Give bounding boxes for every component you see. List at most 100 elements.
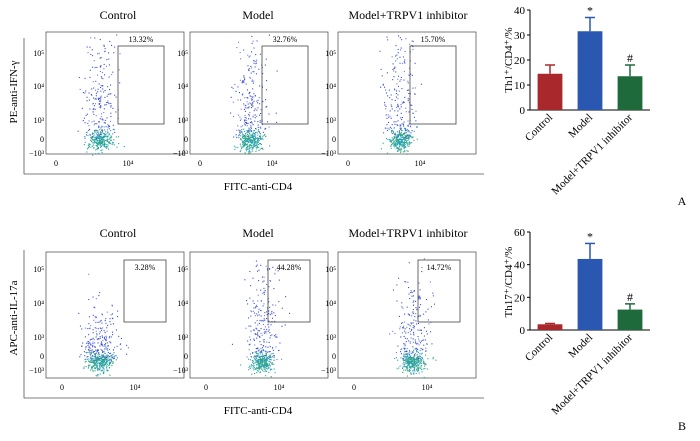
scatter-dot [248,141,250,143]
gate-percent: 44.28% [277,263,302,272]
scatter-dot [93,353,95,355]
scatter-dot [264,355,266,357]
scatter-dot [271,310,273,312]
scatter-dot [243,103,245,105]
scatter-dot [417,351,419,353]
scatter-dot [395,138,397,140]
scatter-dot [93,142,95,144]
scatter-dot [415,362,417,364]
scatter-dot [112,317,114,319]
scatter-dot [90,138,92,140]
scatter-dot [263,349,265,351]
scatter-dot [106,145,108,147]
scatter-dot [428,323,430,325]
scatter-dot [403,71,405,73]
scatter-dot [91,367,93,369]
scatter-dot [270,312,272,314]
scatter-dot [118,136,120,138]
scatter-dot [93,60,95,62]
scatter-dot [98,358,100,360]
scatter-dot [256,289,258,291]
scatter-dot [92,103,94,105]
scatter-dot [103,361,105,363]
scatter-dot [406,306,408,308]
scatter-dot [404,135,406,137]
scatter-dot [249,151,251,153]
scatter-dot [252,102,254,104]
scatter-dot [396,54,398,56]
scatter-dot [97,359,99,361]
scatter-dot [101,134,103,136]
scatter-dot [103,140,105,142]
scatter-dot [97,144,99,146]
scatter-dot [407,138,409,140]
scatter-dot [388,121,390,123]
scatter-dot [409,330,411,332]
scatter-dot [276,121,278,123]
scatter-dot [103,140,105,142]
scatter-dot [116,345,118,347]
scatter-dot [421,369,423,371]
y-tick-label: 10 [514,80,526,92]
scatter-dot [106,133,108,135]
scatter-dot [97,369,99,371]
scatter-dot [406,375,408,377]
scatter-dot [384,102,386,104]
scatter-dot [247,54,249,56]
scatter-dot [261,355,263,357]
scatter-dot [274,273,276,275]
scatter-dot [401,39,403,41]
scatter-dot [426,299,428,301]
x-tick: 0 [60,383,64,392]
scatter-dot [109,358,111,360]
flow-b-ylabel: APC-anti-IL-17a [8,280,20,355]
scatter-dot [405,134,407,136]
scatter-dot [261,137,263,139]
scatter-dot [88,125,90,127]
scatter-dot [246,97,248,99]
scatter-dot [259,361,261,363]
scatter-dot [99,337,101,339]
scatter-dot [101,77,103,79]
scatter-dot [102,85,104,87]
scatter-dot [94,98,96,100]
scatter-dot [89,364,91,366]
scatter-dot [103,122,105,124]
scatter-dot [411,328,413,330]
scatter-dot [410,359,412,361]
scatter-dot [111,357,113,359]
scatter-dot [109,341,111,343]
scatter-dot [240,139,242,141]
scatter-dot [254,108,256,110]
scatter-dot [270,356,272,358]
scatter-dot [252,88,254,90]
scatter-dot [97,97,99,99]
scatter-dot [262,101,264,103]
scatter-dot [84,122,86,124]
scatter-dot [250,129,252,131]
scatter-dot [399,80,401,82]
scatter-dot [244,121,246,123]
scatter-dot [403,360,405,362]
scatter-dot [101,136,103,138]
scatter-dot [400,128,402,130]
scatter-dot [408,293,410,295]
scatter-dot [89,356,91,358]
scatter-dot [93,360,95,362]
scatter-dot [420,83,422,85]
scatter-dot [403,133,405,135]
scatter-dot [255,359,257,361]
scatter-dot [265,265,267,267]
scatter-dot [252,105,254,107]
scatter-dot [382,83,384,85]
scatter-dot [259,371,261,373]
y-tick: −10³ [321,366,337,375]
scatter-dot [411,358,413,360]
scatter-dot [246,148,248,150]
scatter-dot [408,93,410,95]
scatter-dot [387,139,389,141]
scatter-dot [402,363,404,365]
scatter-dot [259,136,261,138]
scatter-dot [417,370,419,372]
scatter-dot [405,366,407,368]
